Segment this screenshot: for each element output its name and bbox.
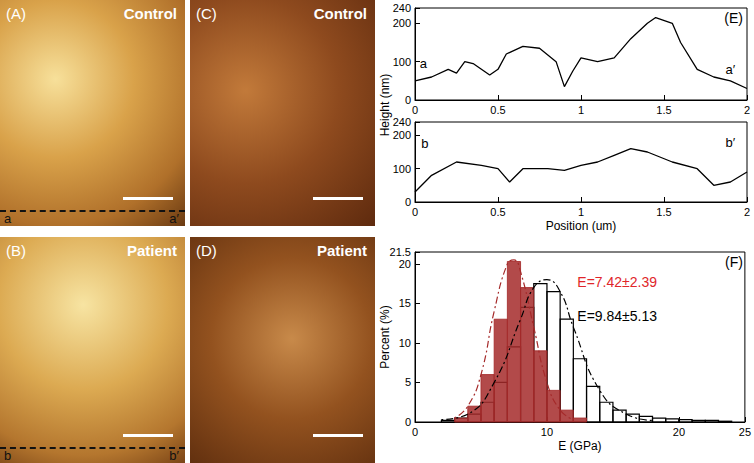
html-text:Patient: Patient <box>317 242 367 259</box>
html-text:(B): (B) <box>6 242 26 259</box>
html-text:b′: b′ <box>169 448 179 463</box>
svg-text:1.5: 1.5 <box>656 104 671 116</box>
svg-text:0.5: 0.5 <box>490 206 505 218</box>
svg-text:1.5: 1.5 <box>656 206 671 218</box>
svg-text:100: 100 <box>393 163 411 175</box>
html-text:a′: a′ <box>169 211 179 226</box>
svg-text:Percent (%): Percent (%) <box>378 305 392 368</box>
svg-text:0.5: 0.5 <box>490 104 505 116</box>
svg-text:21.5: 21.5 <box>390 246 411 258</box>
svg-text:200: 200 <box>393 17 411 29</box>
svg-text:100: 100 <box>393 56 411 68</box>
svg-text:0: 0 <box>412 426 418 438</box>
svg-text:15: 15 <box>399 297 411 309</box>
svg-text:b′: b′ <box>726 135 736 150</box>
svg-text:2: 2 <box>744 206 750 218</box>
svg-text:(E): (E) <box>724 10 743 26</box>
svg-text:20: 20 <box>673 426 685 438</box>
html-text:(A): (A) <box>6 5 26 22</box>
svg-text:0: 0 <box>412 206 418 218</box>
svg-text:0: 0 <box>405 196 411 208</box>
svg-text:0: 0 <box>405 94 411 106</box>
svg-text:1: 1 <box>578 104 584 116</box>
svg-text:25: 25 <box>739 426 751 438</box>
svg-text:10: 10 <box>399 337 411 349</box>
svg-text:E=9.84±5.13: E=9.84±5.13 <box>577 308 657 324</box>
svg-text:5: 5 <box>405 376 411 388</box>
svg-text:a′: a′ <box>726 62 736 77</box>
html-text:Control: Control <box>123 5 177 22</box>
svg-text:Position (um): Position (um) <box>546 219 617 233</box>
svg-text:E (GPa): E (GPa) <box>558 439 601 453</box>
svg-text:(F): (F) <box>725 254 743 270</box>
html-text:b: b <box>4 448 12 463</box>
html-text:(C): (C) <box>196 5 217 22</box>
svg-text:2: 2 <box>744 104 750 116</box>
svg-text:20: 20 <box>399 258 411 270</box>
svg-text:10: 10 <box>541 426 553 438</box>
svg-text:240: 240 <box>393 2 411 14</box>
html-text:Patient: Patient <box>127 242 177 259</box>
svg-text:a: a <box>420 56 428 71</box>
html-text:a: a <box>4 211 12 226</box>
svg-text:E=7.42±2.39: E=7.42±2.39 <box>577 274 657 290</box>
svg-text:0: 0 <box>405 416 411 428</box>
svg-text:1: 1 <box>578 206 584 218</box>
svg-text:b: b <box>421 136 428 151</box>
svg-text:Height (nm): Height (nm) <box>378 74 392 137</box>
html-text:Control: Control <box>313 5 367 22</box>
svg-text:240: 240 <box>393 116 411 128</box>
svg-text:0: 0 <box>412 104 418 116</box>
svg-text:200: 200 <box>393 129 411 141</box>
html-text:(D): (D) <box>196 242 217 259</box>
